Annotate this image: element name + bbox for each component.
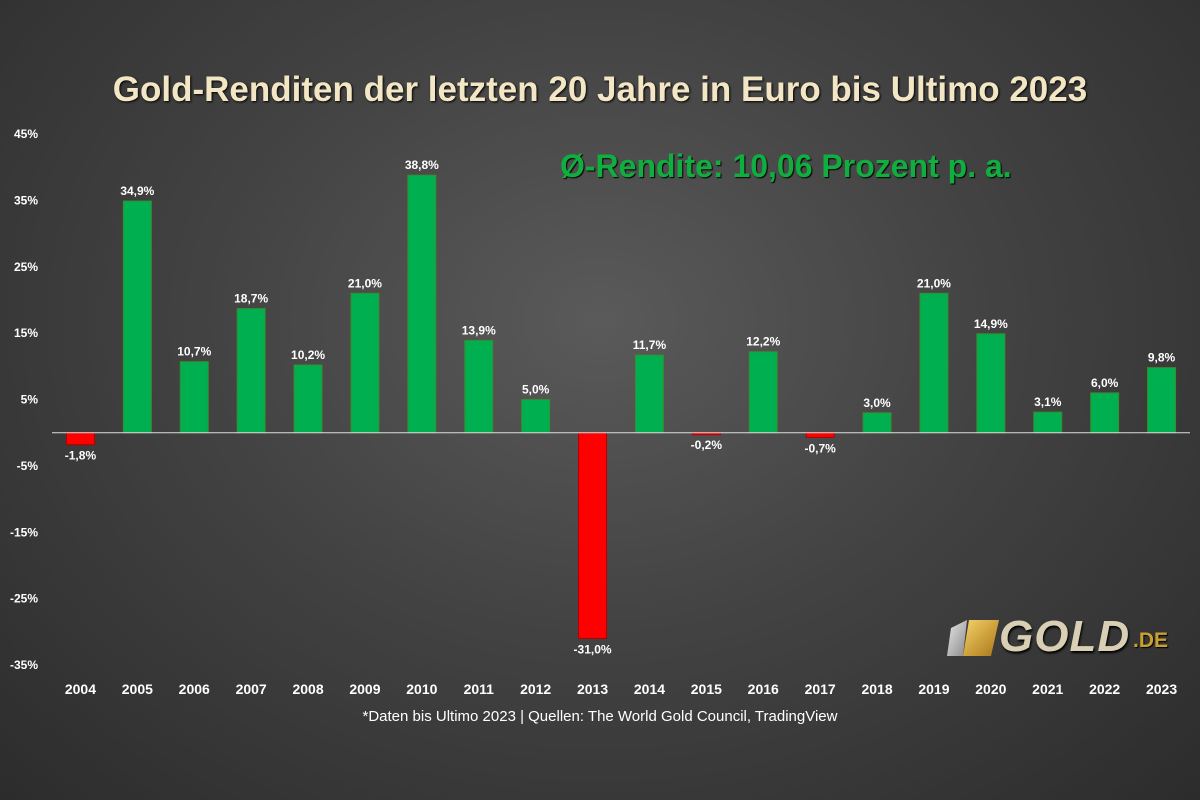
bar-2005 — [122, 200, 152, 434]
y-tick-label: -15% — [10, 525, 38, 539]
bar-2007 — [236, 308, 266, 434]
x-tick-label: 2018 — [861, 681, 892, 697]
bar-2008 — [293, 364, 323, 434]
bar-2023 — [1147, 367, 1177, 434]
x-tick-label: 2012 — [520, 681, 551, 697]
data-label: 3,0% — [863, 396, 891, 410]
bar-2012 — [521, 399, 551, 434]
data-label: 11,7% — [633, 338, 667, 352]
bar-2004 — [65, 432, 95, 446]
bar-2021 — [1033, 411, 1063, 434]
x-tick-label: 2016 — [748, 681, 779, 697]
data-label: 5,0% — [522, 383, 550, 397]
y-axis: 45% 35% 25% 15% 5% -5% -15% -25% -35% — [10, 127, 38, 672]
data-label: 21,0% — [348, 276, 382, 290]
bar-2016 — [748, 351, 778, 434]
y-tick-label: 35% — [14, 193, 38, 207]
data-label: 21,0% — [917, 276, 951, 290]
x-tick-label: 2005 — [122, 681, 153, 697]
x-tick-label: 2014 — [634, 681, 665, 697]
x-tick-label: 2021 — [1032, 681, 1063, 697]
data-label: 9,8% — [1148, 351, 1176, 365]
data-labels: -1,8% 34,9% 10,7% 18,7% 10,2% 21,0% 38,8% 13,9%… — [65, 158, 1176, 656]
average-return-annotation: Ø-Rendite: 10,06 Prozent p. a. — [560, 148, 1012, 184]
y-tick-label: 5% — [21, 393, 39, 407]
data-label: 13,9% — [462, 323, 496, 337]
bar-2020 — [976, 333, 1006, 434]
data-label: -0,7% — [804, 441, 836, 455]
bar-2013 — [578, 432, 608, 639]
x-axis: 2004 2005 2006 2007 2008 2009 2010 2011 2012 2013… — [52, 432, 1190, 697]
x-tick-label: 2013 — [577, 681, 608, 697]
x-tick-label: 2020 — [975, 681, 1006, 697]
bar-2011 — [464, 339, 494, 434]
data-label: -0,2% — [691, 438, 723, 452]
y-tick-label: -25% — [10, 592, 38, 606]
logo-word: GOLD — [999, 612, 1131, 661]
bars — [65, 174, 1177, 639]
logo-tld: .DE — [1133, 629, 1169, 652]
x-tick-label: 2008 — [292, 681, 323, 697]
y-tick-label: 25% — [14, 260, 38, 274]
data-label: 38,8% — [405, 158, 439, 172]
x-tick-label: 2017 — [805, 681, 836, 697]
y-tick-label: 45% — [14, 127, 38, 141]
data-label: 10,7% — [177, 345, 211, 359]
bar-2019 — [919, 292, 949, 434]
bar-2022 — [1090, 392, 1120, 434]
y-tick-label: -35% — [10, 658, 38, 672]
data-label: 34,9% — [120, 184, 154, 198]
bar-2018 — [862, 412, 892, 434]
data-label: 12,2% — [746, 335, 780, 349]
bar-2014 — [634, 354, 664, 434]
x-tick-label: 2011 — [464, 681, 495, 697]
x-tick-label: 2010 — [406, 681, 437, 697]
gold-bar-icon — [947, 620, 999, 656]
x-tick-label: 2006 — [179, 681, 210, 697]
x-tick-label: 2022 — [1089, 681, 1120, 697]
x-tick-label: 2015 — [691, 681, 722, 697]
data-label: -1,8% — [65, 449, 97, 463]
data-label: 18,7% — [234, 292, 268, 306]
data-label: 10,2% — [291, 348, 325, 362]
data-label: -31,0% — [574, 642, 612, 656]
chart-title: Gold-Renditen der letzten 20 Jahre in Eu… — [112, 70, 1088, 109]
source-footnote: *Daten bis Ultimo 2023 | Quellen: The Wo… — [362, 708, 838, 725]
x-tick-label: 2023 — [1146, 681, 1177, 697]
data-label: 14,9% — [974, 317, 1008, 331]
x-tick-label: 2019 — [918, 681, 949, 697]
gold-de-logo: GOLD .DE — [945, 610, 1185, 662]
bar-2010 — [407, 174, 437, 434]
y-tick-label: 15% — [14, 326, 38, 340]
x-tick-label: 2007 — [236, 681, 267, 697]
bar-2006 — [179, 361, 209, 434]
y-tick-label: -5% — [17, 459, 39, 473]
bar-2017 — [805, 432, 835, 438]
data-label: 6,0% — [1091, 376, 1119, 390]
x-tick-label: 2009 — [349, 681, 380, 697]
data-label: 3,1% — [1034, 395, 1062, 409]
bar-2009 — [350, 292, 380, 434]
x-tick-label: 2004 — [65, 681, 96, 697]
